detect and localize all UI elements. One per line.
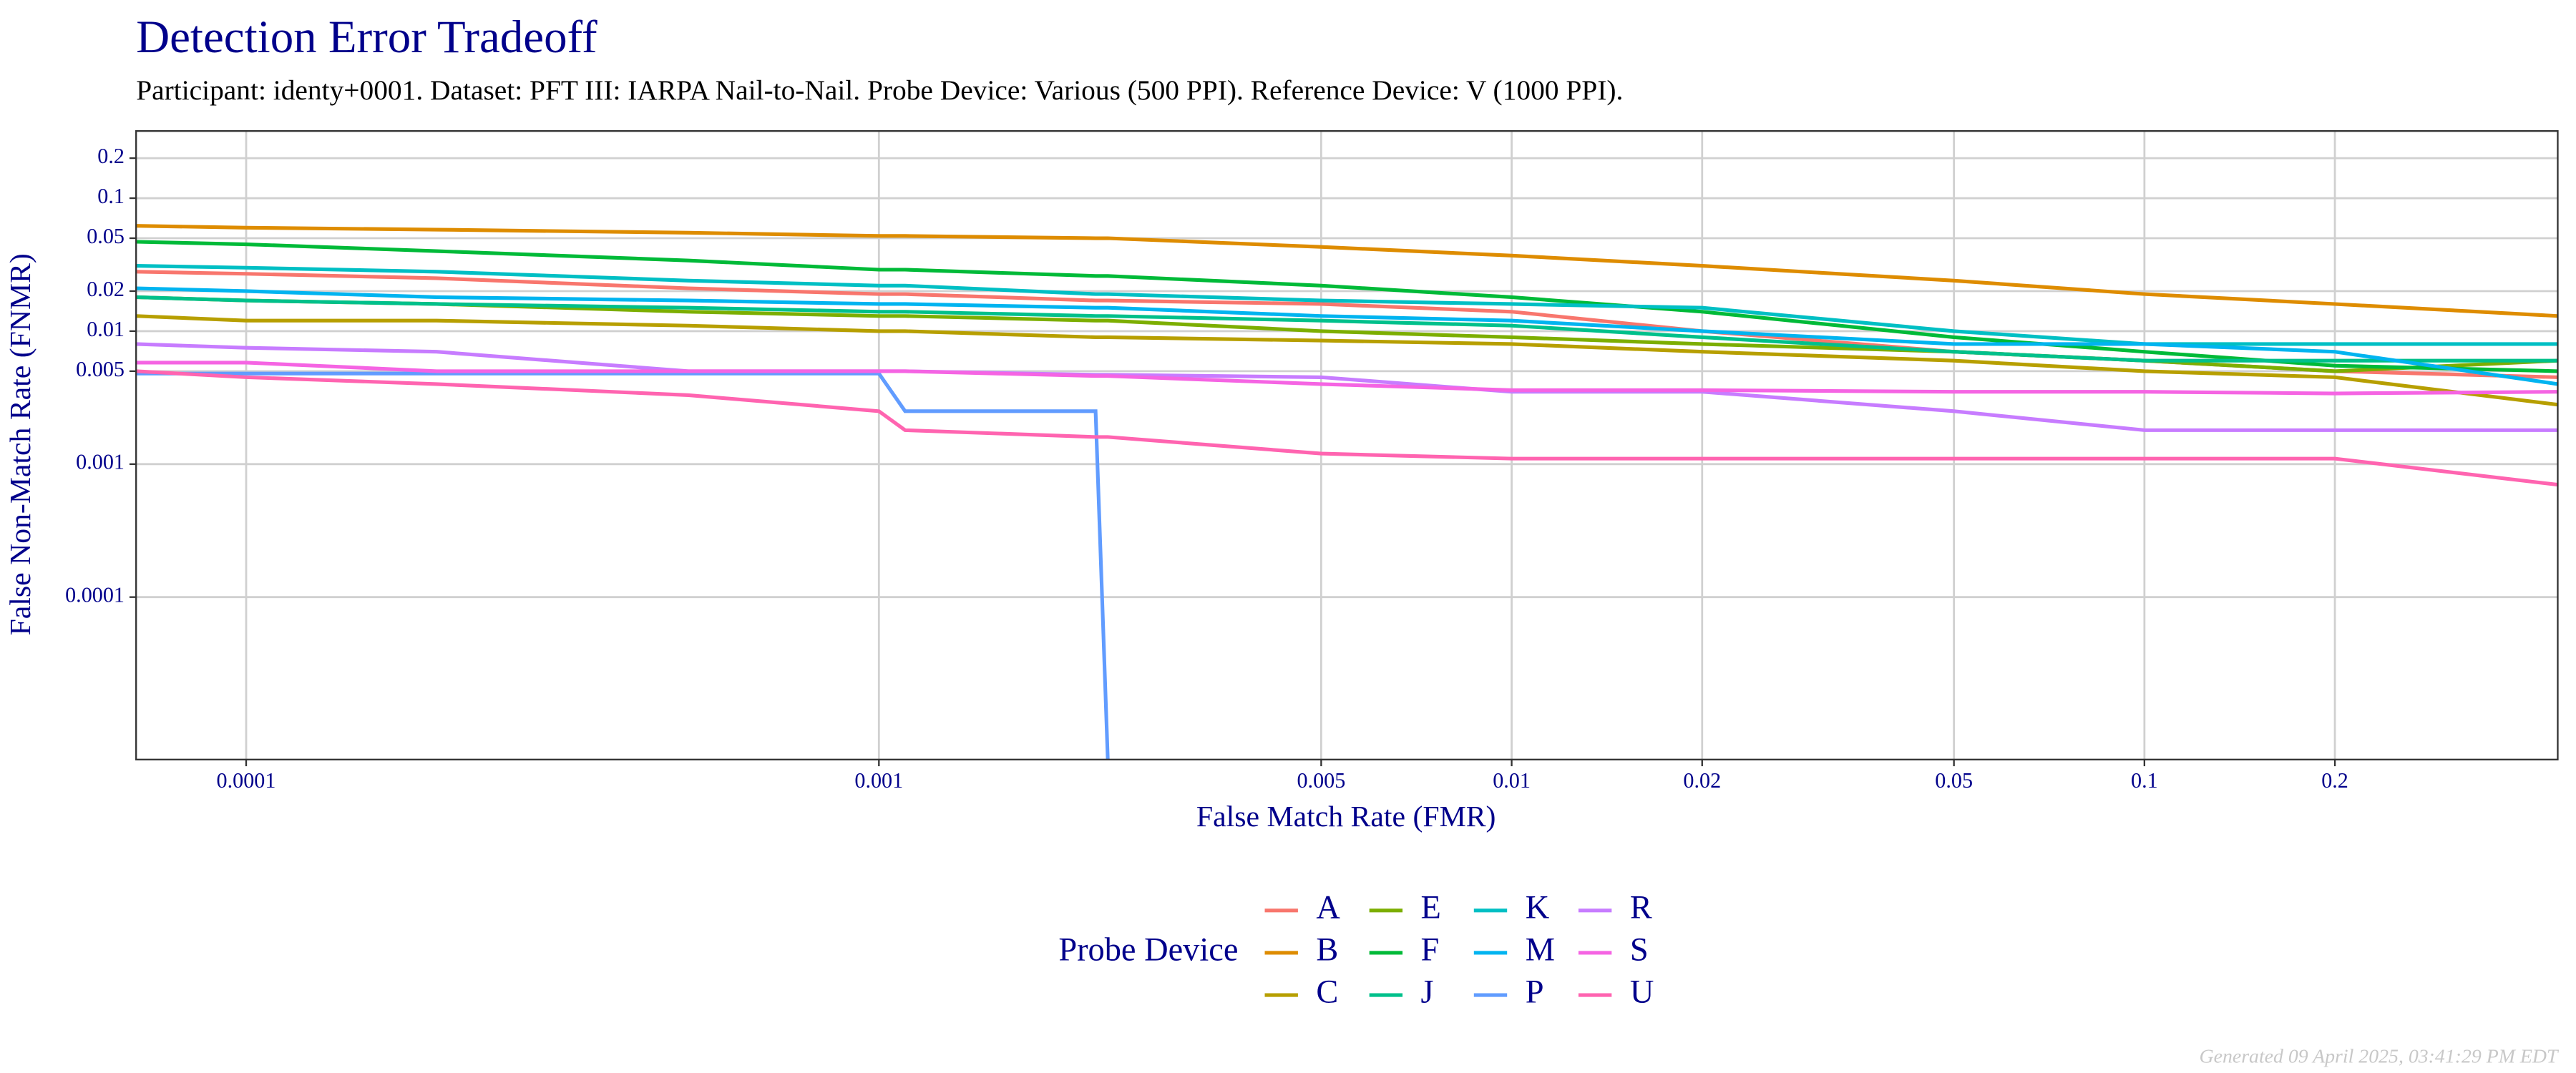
series-line [136,371,1110,760]
legend-label: S [1630,932,1649,969]
y-axis-label: False Non-Match Rate (FNMR) [4,253,37,635]
x-tick-label: 0.05 [1935,768,1973,793]
x-tick-label: 0.2 [2321,768,2348,793]
legend-label: J [1421,974,1434,1011]
series-line [136,264,2558,346]
x-tick-label: 0.001 [854,768,903,793]
chart-title: Detection Error Tradeoff [136,11,597,63]
y-tick-label: 0.001 [76,450,125,474]
series-line [136,369,2558,487]
series-line [136,224,2558,318]
legend-label: A [1316,889,1340,926]
x-tick-label: 0.02 [1683,768,1721,793]
footer: Generated 09 April 2025, 03:41:29 PM EDT [2200,1046,2560,1068]
series-line [136,295,2558,363]
y-tick-label: 0.2 [97,144,125,168]
legend-label: R [1630,889,1652,926]
x-tick-label: 0.1 [2131,768,2158,793]
y-tick-label: 0.02 [87,277,125,301]
legend-label: C [1316,974,1338,1011]
series-line [136,361,2558,396]
legend-label: U [1630,974,1654,1011]
x-axis-label: False Match Rate (FMR) [1196,800,1496,833]
legend-label: B [1316,932,1338,969]
chart-subtitle: Participant: identy+0001. Dataset: PFT I… [136,74,1623,106]
y-tick-label: 0.05 [87,224,125,248]
y-tick-label: 0.1 [97,184,125,208]
plot-border [135,129,2559,760]
y-tick-label: 0.0001 [65,583,125,607]
legend-label: F [1421,932,1440,969]
y-tick-label: 0.005 [76,357,125,381]
x-tick-label: 0.0001 [217,768,276,793]
series-line [136,286,2558,386]
legend-label: M [1526,932,1555,969]
legend-label: K [1526,889,1549,926]
x-tick-label: 0.005 [1297,768,1345,793]
y-tick-label: 0.01 [87,317,125,341]
legend-label: E [1421,889,1441,926]
x-tick-label: 0.01 [1493,768,1531,793]
legend-label: P [1526,974,1544,1011]
series-line [136,314,2558,407]
series-line [136,240,2558,373]
legend-title: Probe Device [1058,932,1238,969]
